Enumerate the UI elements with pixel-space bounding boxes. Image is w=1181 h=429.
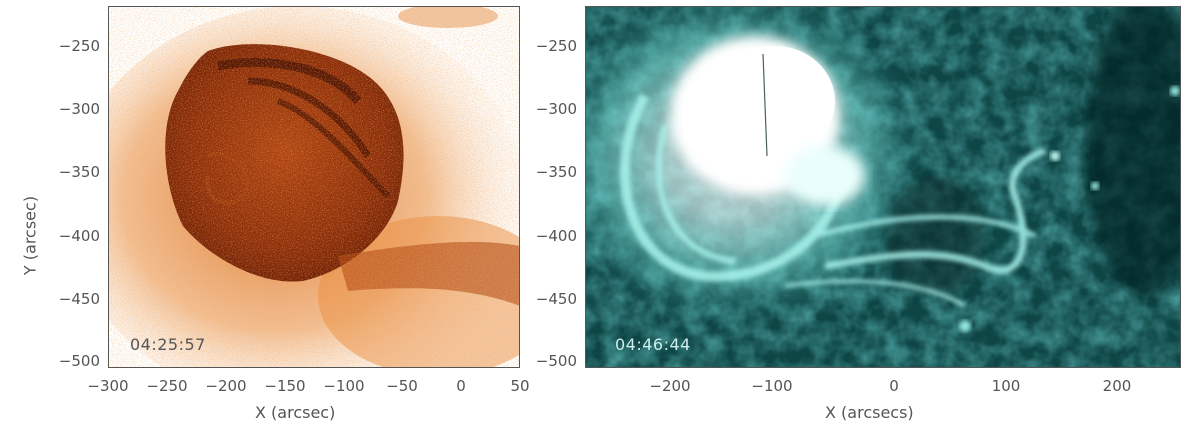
- right-x-tick: 0: [889, 377, 899, 395]
- right-y-tick: −350: [535, 163, 577, 181]
- left-x-tick: −100: [323, 377, 365, 395]
- right-x-axis-title: X (arcsecs): [825, 403, 914, 422]
- left-x-tick: −250: [146, 377, 188, 395]
- left-x-tick: −300: [87, 377, 129, 395]
- right-y-tick: −300: [535, 100, 577, 118]
- right-timestamp: 04:46:44: [615, 335, 691, 354]
- right-x-tick: 200: [1102, 377, 1132, 395]
- right-y-tick: −500: [535, 352, 577, 370]
- left-solar-image: [108, 6, 520, 368]
- left-x-tick: −200: [205, 377, 247, 395]
- left-x-axis-title: X (arcsec): [255, 403, 336, 422]
- left-y-axis-title: Y (arcsec): [20, 195, 40, 276]
- right-panel: 04:46:44 −250 −300 −350 −400 −450 −500 −…: [536, 0, 1181, 429]
- left-x-tick: −150: [264, 377, 306, 395]
- left-timestamp: 04:25:57: [130, 335, 206, 354]
- left-panel: Y (arcsec): [0, 0, 560, 429]
- right-solar-image: [585, 6, 1181, 368]
- left-x-tick: 50: [510, 377, 530, 395]
- left-x-tick: 0: [456, 377, 466, 395]
- left-y-tick: −500: [58, 352, 100, 370]
- left-y-tick: −450: [58, 290, 100, 308]
- left-y-tick: −300: [58, 100, 100, 118]
- left-image: [108, 6, 520, 368]
- right-y-tick: −400: [535, 227, 577, 245]
- left-y-tick: −350: [58, 163, 100, 181]
- right-y-tick: −250: [535, 37, 577, 55]
- right-y-tick: −450: [535, 290, 577, 308]
- left-y-tick: −400: [58, 227, 100, 245]
- right-x-tick: 100: [991, 377, 1021, 395]
- right-image: [585, 6, 1181, 368]
- left-y-tick: −250: [58, 37, 100, 55]
- right-x-tick: −100: [751, 377, 793, 395]
- left-x-tick: −50: [386, 377, 418, 395]
- right-x-tick: −200: [649, 377, 691, 395]
